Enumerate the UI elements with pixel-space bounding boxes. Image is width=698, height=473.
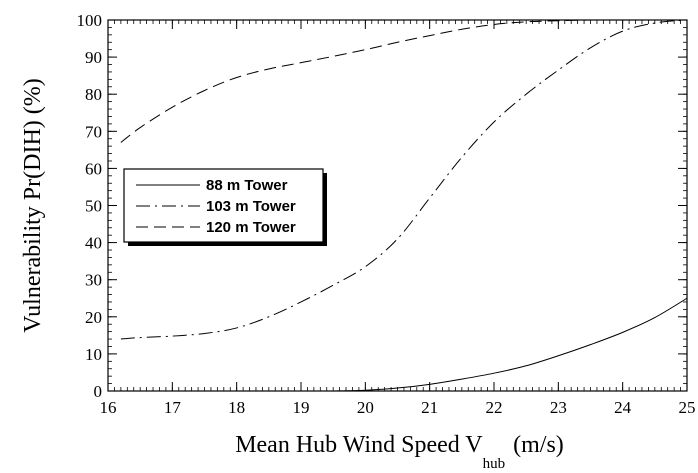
- y-tick-labels: 0 10 20 30 40 50 60 70 80 90 100: [77, 11, 103, 401]
- y-tick-label: 70: [85, 122, 102, 141]
- x-tick-label: 19: [293, 398, 310, 417]
- series-line-3: [120, 19, 687, 143]
- x-tick-label: 25: [679, 398, 696, 417]
- x-axis-title-subscript: hub: [483, 456, 506, 472]
- y-tick-label: 0: [94, 382, 103, 401]
- legend-item: 88 m Tower: [136, 177, 288, 194]
- x-tick-label: 20: [357, 398, 374, 417]
- x-tick-label: 17: [164, 398, 182, 417]
- y-tick-label: 90: [85, 48, 102, 67]
- x-tick-label: 23: [550, 398, 567, 417]
- legend-label: 103 m Tower: [206, 198, 296, 215]
- x-tick-label: 22: [486, 398, 503, 417]
- y-tick-label: 100: [77, 11, 103, 30]
- x-axis-title: Mean Hub Wind Speed Vhub (m/s): [235, 432, 564, 472]
- legend-item: 120 m Tower: [136, 219, 296, 236]
- y-tick-label: 20: [85, 308, 102, 327]
- y-tick-label: 50: [85, 197, 102, 216]
- y-tick-label: 80: [85, 85, 102, 104]
- series-line-2: [120, 19, 688, 340]
- y-tick-label: 60: [85, 159, 102, 178]
- y-tick-label: 40: [85, 234, 102, 253]
- x-tick-label: 24: [614, 398, 632, 417]
- plot-frame: [107, 19, 688, 392]
- legend-label: 88 m Tower: [206, 177, 288, 194]
- series-line-1: [333, 297, 688, 392]
- legend-box: [123, 168, 324, 243]
- x-tick-labels: 16 17 18 19 20 21 22 23 24 25: [100, 398, 696, 417]
- x-tick-label: 21: [421, 398, 438, 417]
- legend: 88 m Tower 103 m Tower 120 m Tower: [123, 168, 327, 246]
- x-tick-label: 18: [228, 398, 245, 417]
- x-axis-title-unit: (m/s): [513, 432, 564, 458]
- y-tick-label: 10: [85, 345, 102, 364]
- legend-items: 88 m Tower 103 m Tower 120 m Tower: [136, 177, 296, 236]
- y-tick-label: 30: [85, 271, 102, 290]
- legend-item: 103 m Tower: [136, 198, 296, 215]
- x-tick-label: 16: [100, 398, 117, 417]
- legend-label: 120 m Tower: [206, 219, 296, 236]
- y-axis-title: Vulnerability Pr(DIH) (%): [20, 78, 46, 332]
- x-axis-title-main: Mean Hub Wind Speed V: [235, 432, 483, 458]
